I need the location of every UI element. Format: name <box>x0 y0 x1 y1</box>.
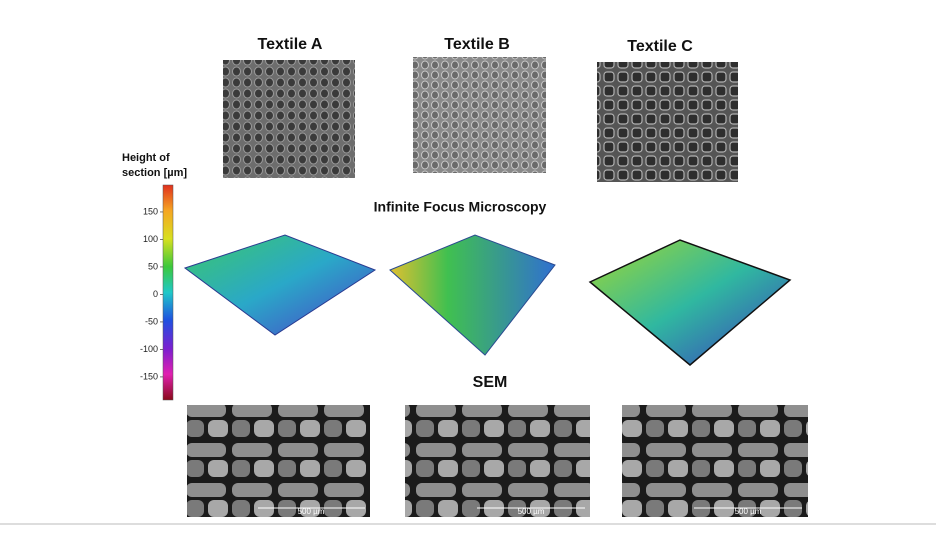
sem-image: 500 µm <box>187 405 370 517</box>
surface-plot <box>389 234 556 356</box>
panel-title: Textile A <box>258 36 323 53</box>
section-title: SEM <box>473 374 508 391</box>
panel-title: Textile B <box>444 36 510 53</box>
colorbar-tick-label: 0 <box>153 289 158 299</box>
section-title: Infinite Focus Microscopy <box>374 199 547 215</box>
sem-image: 500 µm <box>405 405 590 517</box>
colorbar-tick-label: 150 <box>143 206 158 216</box>
scale-bar-label: 500 µm <box>518 507 545 516</box>
scale-bar-label: 500 µm <box>735 507 762 516</box>
colorbar-title: section [µm] <box>122 167 187 179</box>
colorbar-tick-label: -150 <box>140 371 158 381</box>
colorbar <box>162 184 174 401</box>
panel-titles: Textile A Textile B Textile C <box>258 36 694 55</box>
scale-bar-label: 500 µm <box>298 507 325 516</box>
surface-plot <box>588 239 792 366</box>
colorbar-tick-label: 50 <box>148 261 158 271</box>
panel-title: Textile C <box>627 38 693 55</box>
colorbar-tick-label: -50 <box>145 316 158 326</box>
surface-plot <box>183 234 377 336</box>
sem-image: 500 µm <box>622 405 808 517</box>
colorbar-tick-label: -100 <box>140 344 158 354</box>
colorbar-title: Height of <box>122 152 170 164</box>
micrograph <box>223 60 355 178</box>
micrograph <box>597 62 738 182</box>
micrograph <box>413 57 546 173</box>
colorbar-ticks: 150 100 50 0 -50 -100 -150 <box>140 206 163 381</box>
colorbar-tick-label: 100 <box>143 234 158 244</box>
